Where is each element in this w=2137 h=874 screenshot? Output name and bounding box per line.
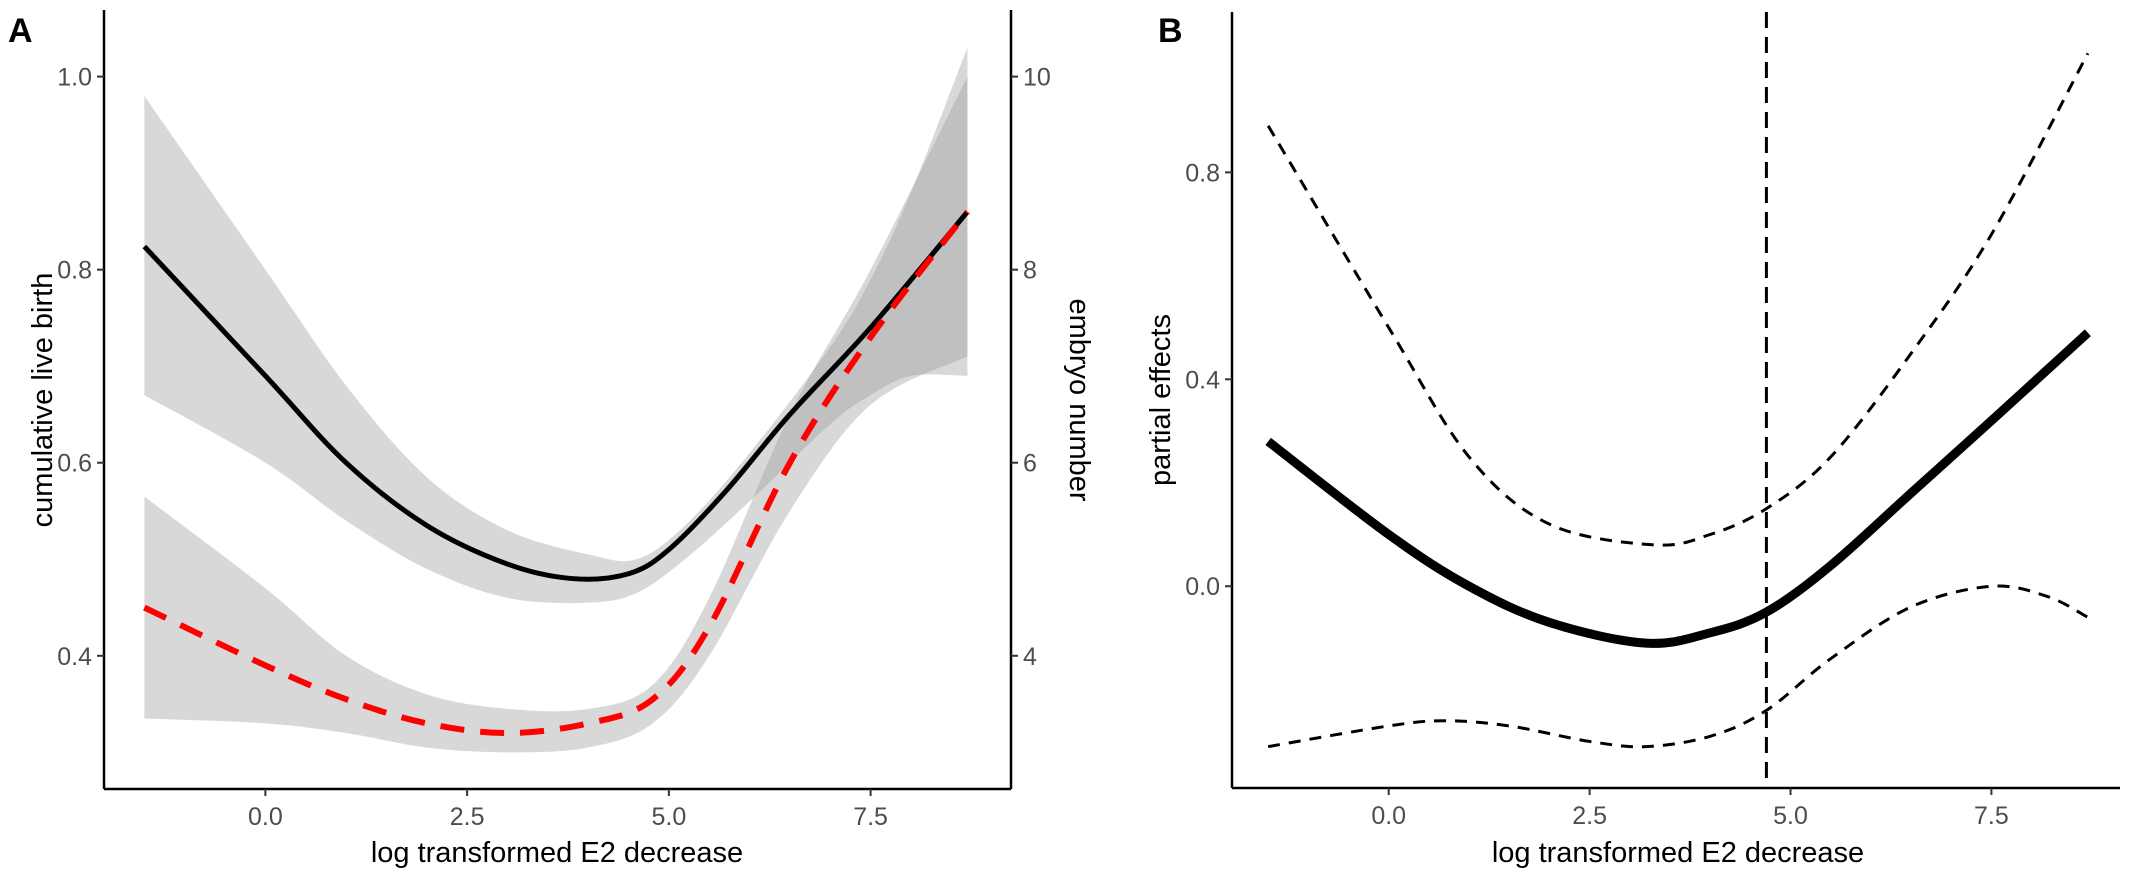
panel-b-y-axis-label: partial effects bbox=[1145, 314, 1177, 486]
embryo-number-line bbox=[143, 209, 970, 737]
x-tick-label: 5.0 bbox=[651, 803, 686, 831]
right-y-tick-label: 10 bbox=[1023, 64, 1051, 92]
y-tick-label: 0.4 bbox=[57, 643, 92, 671]
live-birth-line bbox=[142, 210, 970, 582]
right-y-tick-label: 8 bbox=[1023, 257, 1037, 285]
y-tick-label: 0.8 bbox=[57, 257, 92, 285]
y-tick-label: 0.6 bbox=[57, 450, 92, 478]
x-tick-label: 2.5 bbox=[1572, 802, 1607, 830]
x-tick-label: 7.5 bbox=[853, 803, 888, 831]
partial-effect-lower-line bbox=[1267, 584, 2089, 749]
x-tick-label: 0.0 bbox=[1371, 802, 1406, 830]
y-tick-label: 0.8 bbox=[1185, 159, 1220, 187]
x-tick-label: 2.5 bbox=[450, 803, 485, 831]
right-y-tick-label: 4 bbox=[1023, 643, 1037, 671]
panel-b-x-axis-label: log transformed E2 decrease bbox=[1492, 837, 1864, 869]
right-y-tick-label: 6 bbox=[1023, 450, 1037, 478]
y-tick-label: 0.0 bbox=[1185, 573, 1220, 601]
panel-a-plot: 0.0 2.5 5.0 7.5 0.4 0.6 0.8 1.0 4 6 8 10 bbox=[57, 10, 1051, 831]
panel-a-right-y-axis-label: embryo number bbox=[1063, 298, 1095, 501]
x-tick-label: 7.5 bbox=[1974, 802, 2009, 830]
partial-effect-fit-line bbox=[1265, 329, 2091, 648]
y-tick-label: 1.0 bbox=[57, 64, 92, 92]
panel-b-plot: 0.0 2.5 5.0 7.5 0.0 0.4 0.8 bbox=[1185, 12, 2120, 830]
x-tick-label: 5.0 bbox=[1773, 802, 1808, 830]
embryo-number-ci-band bbox=[144, 76, 968, 753]
panel-a-x-axis-label: log transformed E2 decrease bbox=[371, 837, 743, 869]
panel-label-b: B bbox=[1158, 12, 1183, 50]
y-tick-label: 0.4 bbox=[1185, 366, 1220, 394]
x-tick-label: 0.0 bbox=[248, 803, 283, 831]
panel-a-y-axis-label: cumulative live birth bbox=[27, 273, 59, 528]
panel-label-a: A bbox=[8, 12, 33, 50]
partial-effect-upper-line bbox=[1266, 52, 2090, 547]
